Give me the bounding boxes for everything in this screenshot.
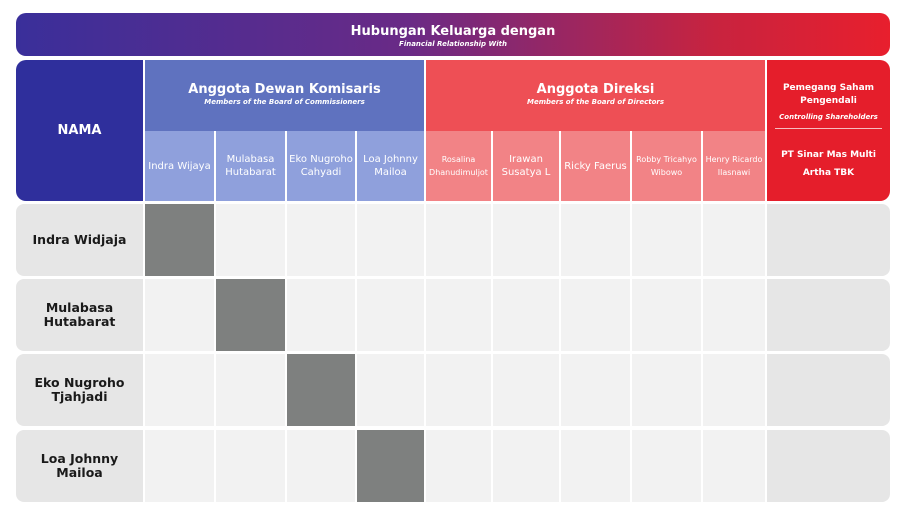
relationship-cell <box>632 430 701 502</box>
table-subtitle: Financial Relationship With <box>399 40 507 48</box>
director-column-header: Rosalina Dhanudimuljot <box>426 131 491 201</box>
relationship-cell <box>216 204 285 276</box>
commissioners-title: Anggota Dewan Komisaris <box>188 82 381 97</box>
relationship-cell <box>561 279 630 351</box>
relationship-cell <box>287 204 355 276</box>
relationship-cell <box>357 204 424 276</box>
relationship-cell-filled <box>216 279 285 351</box>
commissioners-group-header: Anggota Dewan Komisaris Members of the B… <box>145 60 424 131</box>
relationship-cell <box>493 430 559 502</box>
relationship-cell <box>703 354 765 426</box>
directors-title: Anggota Direksi <box>536 82 655 97</box>
directors-subtitle: Members of the Board of Directors <box>526 98 665 106</box>
relationship-cell-filled <box>357 430 424 502</box>
shareholder-cell <box>767 279 890 351</box>
relationship-cell <box>357 279 424 351</box>
commissioners-subtitle: Members of the Board of Commissioners <box>204 98 365 106</box>
relationship-cell <box>287 430 355 502</box>
commissioner-column-header: Mulabasa Hutabarat <box>216 131 285 201</box>
relationship-cell <box>426 430 491 502</box>
title-bar: Hubungan Keluarga dengan Financial Relat… <box>16 13 890 56</box>
relationship-cell <box>426 279 491 351</box>
relationship-cell <box>426 204 491 276</box>
shareholders-title: Pemegang Saham Pengendali <box>782 83 875 106</box>
directors-group-header: Anggota Direksi Members of the Board of … <box>426 60 765 131</box>
row-name: Mulabasa Hutabarat <box>16 279 143 351</box>
relationship-cell <box>145 354 214 426</box>
shareholder-cell <box>767 430 890 502</box>
relationship-cell <box>216 430 285 502</box>
relationship-cell <box>493 279 559 351</box>
shareholder-cell <box>767 354 890 426</box>
director-column-header: Henry Ricardo Ilasnawi <box>703 131 765 201</box>
relationship-cell <box>561 354 630 426</box>
commissioner-column-header: Indra Wijaya <box>145 131 214 201</box>
shareholders-divider <box>775 128 882 129</box>
shareholder-cell <box>767 204 890 276</box>
director-column-header: Irawan Susatya L <box>493 131 559 201</box>
relationship-cell <box>703 430 765 502</box>
row-name: Indra Widjaja <box>16 204 143 276</box>
relationship-cell <box>561 430 630 502</box>
shareholder-name: PT Sinar Mas Multi Artha TBK <box>781 150 876 178</box>
name-column-header: NAMA <box>16 60 143 201</box>
relationship-cell <box>426 354 491 426</box>
relationship-cell <box>493 354 559 426</box>
table-title: Hubungan Keluarga dengan <box>350 24 556 39</box>
shareholders-subtitle: Controlling Shareholders <box>779 113 878 121</box>
director-column-header: Ricky Faerus <box>561 131 630 201</box>
commissioner-column-header: Loa Johnny Mailoa <box>357 131 424 201</box>
relationship-cell <box>703 204 765 276</box>
relationship-cell <box>703 279 765 351</box>
commissioner-column-header: Eko Nugroho Cahyadi <box>287 131 355 201</box>
relationship-cell-filled <box>287 354 355 426</box>
shareholders-header: Pemegang Saham Pengendali Controlling Sh… <box>767 60 890 201</box>
row-name: Loa Johnny Mailoa <box>16 430 143 502</box>
relationship-cell <box>357 354 424 426</box>
relationship-cell <box>632 204 701 276</box>
relationship-cell <box>493 204 559 276</box>
relationship-cell <box>216 354 285 426</box>
relationship-cell <box>145 279 214 351</box>
relationship-cell-filled <box>145 204 214 276</box>
row-name: Eko Nugroho Tjahjadi <box>16 354 143 426</box>
director-column-header: Robby Tricahyo Wibowo <box>632 131 701 201</box>
relationship-cell <box>145 430 214 502</box>
relationship-cell <box>632 279 701 351</box>
relationship-cell <box>561 204 630 276</box>
relationship-cell <box>632 354 701 426</box>
relationship-cell <box>287 279 355 351</box>
